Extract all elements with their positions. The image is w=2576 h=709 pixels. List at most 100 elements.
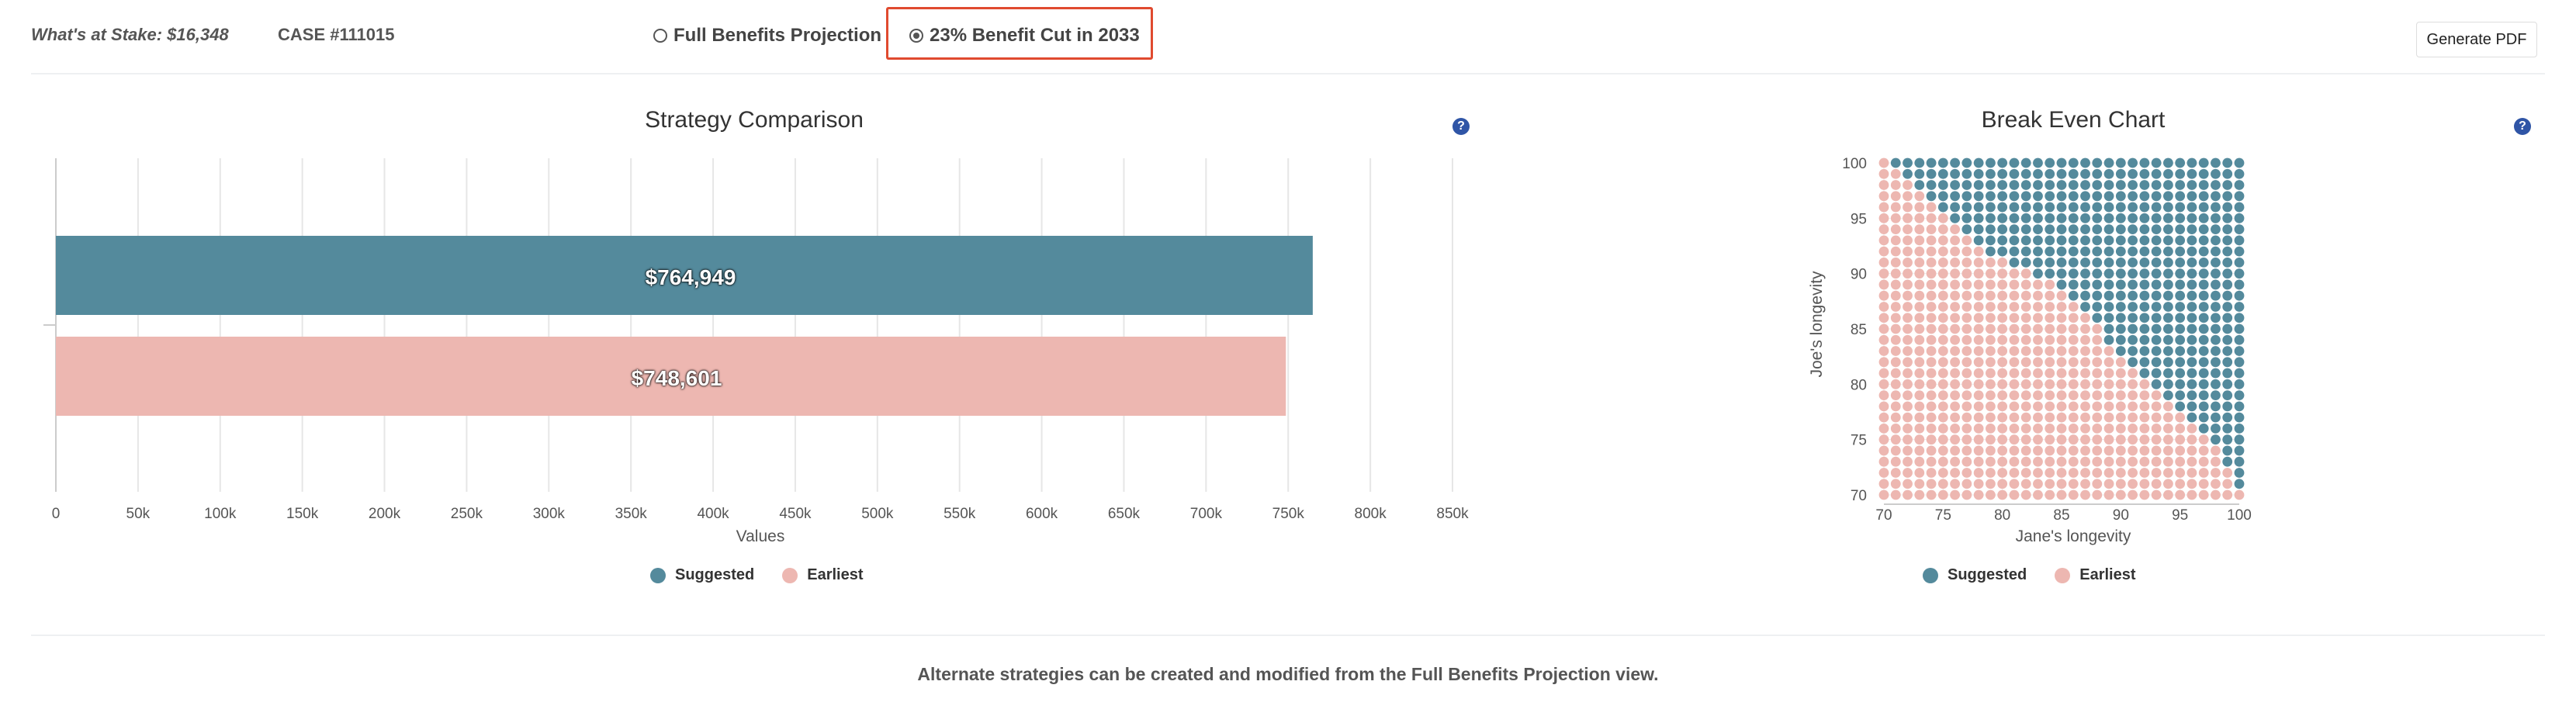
breakeven-point-suggested — [2222, 290, 2233, 301]
breakeven-point-suggested — [2080, 268, 2090, 279]
breakeven-point-earliest — [1903, 456, 1913, 467]
breakeven-point-earliest — [2163, 434, 2173, 445]
breakeven-point-earliest — [1986, 424, 1996, 434]
breakeven-point-suggested — [2151, 224, 2162, 234]
breakeven-point-earliest — [1926, 334, 1937, 345]
breakeven-point-earliest — [1926, 290, 1937, 301]
breakeven-point-earliest — [1973, 456, 1984, 467]
breakeven-point-earliest — [1937, 412, 1948, 423]
be-legend-item-earliest[interactable]: Earliest — [2055, 566, 2136, 584]
breakeven-point-suggested — [2175, 213, 2186, 223]
breakeven-point-earliest — [2080, 368, 2090, 379]
breakeven-point-suggested — [2151, 180, 2162, 190]
strategy-x-tick-label: 500k — [861, 506, 894, 522]
breakeven-point-suggested — [2128, 157, 2138, 168]
be-legend-item-suggested[interactable]: Suggested — [1923, 566, 2027, 584]
breakeven-point-suggested — [2068, 268, 2079, 279]
breakeven-point-earliest — [2211, 479, 2221, 489]
breakeven-point-suggested — [1926, 191, 1937, 202]
breakeven-point-earliest — [2151, 456, 2162, 467]
breakeven-point-earliest — [2009, 445, 2020, 456]
breakeven-point-earliest — [2068, 424, 2079, 434]
breakeven-point-suggested — [2222, 213, 2233, 223]
breakeven-point-suggested — [2186, 412, 2197, 423]
breakeven-point-suggested — [2222, 323, 2233, 334]
breakeven-point-earliest — [1937, 368, 1948, 379]
breakeven-point-earliest — [1961, 279, 1972, 290]
breakeven-point-earliest — [1961, 357, 1972, 368]
breakeven-point-earliest — [2045, 279, 2055, 290]
breakeven-point-earliest — [2092, 323, 2103, 334]
breakeven-help-icon[interactable]: ? — [2514, 118, 2531, 135]
breakeven-point-earliest — [1903, 346, 1913, 356]
breakeven-point-earliest — [1986, 279, 1996, 290]
breakeven-point-suggested — [2092, 313, 2103, 323]
breakeven-point-suggested — [2186, 224, 2197, 234]
breakeven-point-earliest — [2139, 401, 2150, 412]
breakeven-points — [1878, 157, 2245, 500]
breakeven-point-suggested — [2056, 202, 2067, 213]
breakeven-point-suggested — [2222, 390, 2233, 400]
breakeven-point-suggested — [2068, 191, 2079, 202]
breakeven-point-earliest — [1914, 235, 1925, 246]
generate-pdf-button[interactable]: Generate PDF — [2416, 22, 2537, 57]
strategy-x-tick-label: 150k — [286, 506, 319, 522]
breakeven-point-earliest — [2020, 434, 2031, 445]
breakeven-point-suggested — [2103, 191, 2114, 202]
breakeven-point-suggested — [1961, 202, 1972, 213]
breakeven-point-earliest — [2139, 479, 2150, 489]
full-benefits-radio[interactable]: Full Benefits Projection — [653, 25, 881, 47]
breakeven-point-earliest — [1914, 456, 1925, 467]
breakeven-point-earliest — [1926, 456, 1937, 467]
breakeven-point-suggested — [2186, 323, 2197, 334]
breakeven-point-earliest — [1997, 357, 2008, 368]
breakeven-point-earliest — [2080, 434, 2090, 445]
radio-checked-icon[interactable] — [909, 29, 923, 43]
strategy-x-tick-label: 50k — [126, 506, 151, 522]
breakeven-point-earliest — [1914, 302, 1925, 312]
strategy-x-tick-label: 700k — [1190, 506, 1223, 522]
breakeven-point-earliest — [1914, 346, 1925, 356]
breakeven-point-suggested — [2186, 368, 2197, 379]
strategy-help-icon[interactable]: ? — [1452, 118, 1470, 135]
breakeven-point-suggested — [2175, 379, 2186, 389]
breakeven-point-earliest — [2056, 313, 2067, 323]
breakeven-point-suggested — [2115, 224, 2126, 234]
breakeven-point-earliest — [1890, 279, 1901, 290]
breakeven-point-suggested — [2186, 379, 2197, 389]
breakeven-point-suggested — [2020, 180, 2031, 190]
breakeven-point-suggested — [1961, 168, 1972, 179]
breakeven-point-earliest — [1890, 401, 1901, 412]
breakeven-point-suggested — [2211, 368, 2221, 379]
breakeven-point-suggested — [2234, 168, 2245, 179]
radio-unchecked-icon[interactable] — [653, 29, 667, 43]
breakeven-point-earliest — [1950, 224, 1961, 234]
breakeven-point-suggested — [2151, 379, 2162, 389]
breakeven-point-earliest — [2115, 468, 2126, 478]
breakeven-point-earliest — [1986, 268, 1996, 279]
case-number: CASE #111015 — [278, 25, 395, 44]
breakeven-point-earliest — [1986, 323, 1996, 334]
breakeven-point-earliest — [1903, 279, 1913, 290]
breakeven-point-earliest — [2009, 434, 2020, 445]
legend-item-earliest[interactable]: Earliest — [782, 566, 864, 584]
breakeven-point-suggested — [2234, 390, 2245, 400]
breakeven-point-earliest — [2115, 456, 2126, 467]
breakeven-point-suggested — [2103, 268, 2114, 279]
breakeven-point-suggested — [2092, 168, 2103, 179]
breakeven-point-earliest — [2103, 445, 2114, 456]
breakeven-point-suggested — [2020, 213, 2031, 223]
breakeven-point-suggested — [2175, 390, 2186, 400]
breakeven-point-suggested — [2139, 346, 2150, 356]
breakeven-point-suggested — [2033, 180, 2043, 190]
breakeven-point-earliest — [1973, 313, 1984, 323]
breakeven-point-suggested — [2115, 246, 2126, 257]
breakeven-point-earliest — [2056, 445, 2067, 456]
breakeven-point-earliest — [2128, 489, 2138, 500]
benefit-cut-radio[interactable]: 23% Benefit Cut in 2033 — [909, 25, 1140, 47]
legend-item-suggested[interactable]: Suggested — [650, 566, 754, 584]
breakeven-point-earliest — [1890, 258, 1901, 268]
strategy-x-tick-label: 100k — [204, 506, 237, 522]
breakeven-point-suggested — [2009, 224, 2020, 234]
breakeven-point-earliest — [2033, 279, 2043, 290]
